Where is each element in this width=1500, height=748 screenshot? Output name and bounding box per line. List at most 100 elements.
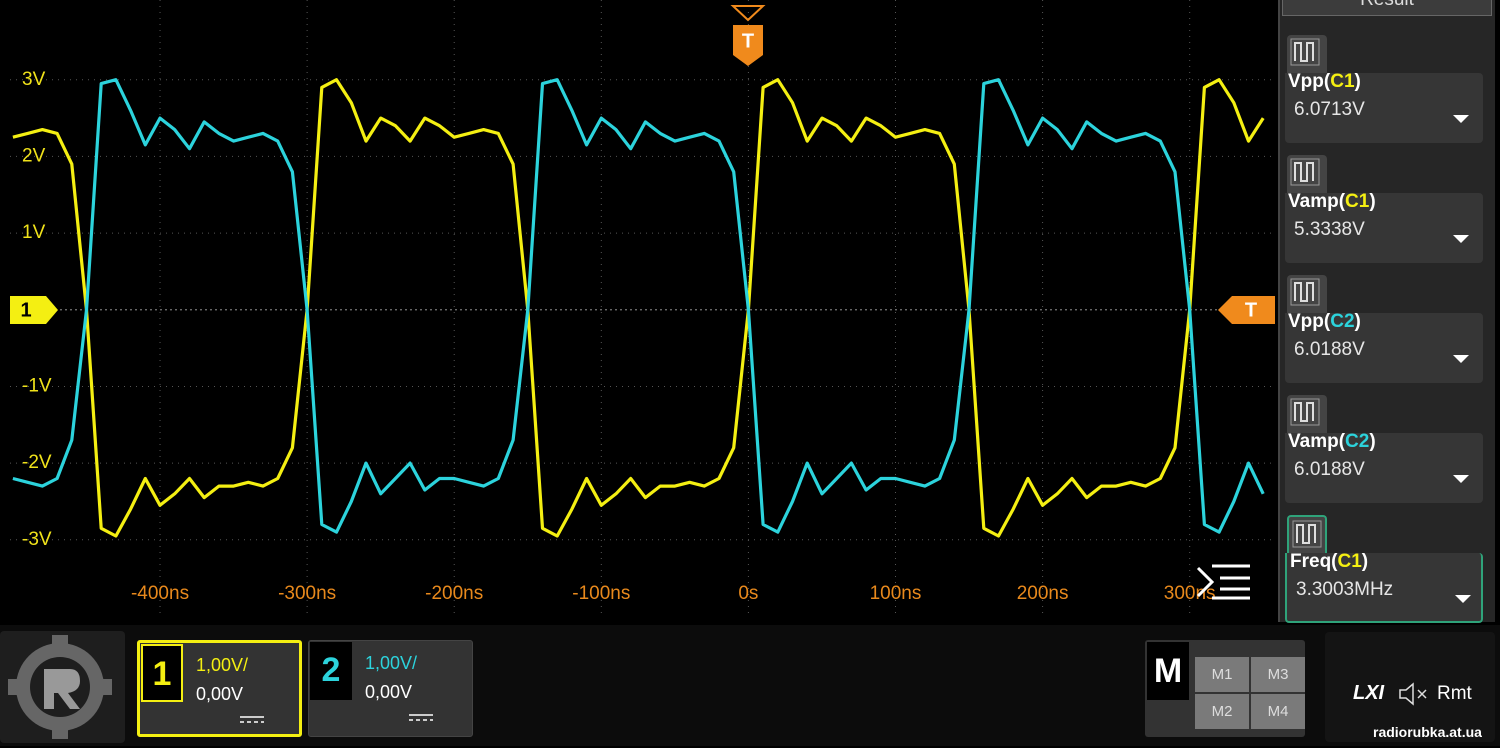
waveform-display: 3V 2V 1V -1V -2V -3V -400ns -300ns -200ns -100ns 0… [10,0,1275,618]
measurement-panel: Result Vpp(C1)6.0713VVamp(C1)5.3338VVpp(… [1278,0,1495,623]
mute-icon [1399,682,1427,706]
trigger-label: T [742,30,754,52]
channel-offset: 0,00V [365,682,413,702]
y-tick-label: -1V [22,375,52,396]
remote-status: Rmt [1437,683,1472,704]
measurement-label: Vamp(C2) [1288,431,1376,453]
y-tick-label: -2V [22,452,52,473]
dropdown-arrow[interactable] [1451,233,1471,245]
coupling-shape [240,716,264,723]
channel-marker[interactable] [10,296,58,324]
math-slot[interactable]: M3 [1251,657,1305,692]
x-tick-label: -100ns [572,583,630,604]
y-tick-label: 2V [22,145,46,166]
arrow-shape [1453,115,1469,123]
measurement-box[interactable]: Vpp(C1) 6.0713V [1285,71,1483,143]
math-slot[interactable]: M1 [1195,657,1249,692]
measurement-name: Vamp( [1288,191,1346,212]
watermark: radiorubka.at.ua [1373,724,1482,740]
measurement-box[interactable]: Freq(C1) 3.3003MHz [1285,551,1483,623]
channel-scale: 1,00V/ [365,653,418,673]
waveform [12,78,1265,538]
measurement-channel: C1 [1345,191,1370,212]
measurement-name: Freq( [1290,551,1338,572]
status-box: LXI Rmt [1325,632,1495,742]
channel-box[interactable]: 1 1,00V/0,00V [137,640,302,737]
math-label: M [1147,642,1189,700]
x-tick-label: -400ns [131,583,189,604]
pulse-icon [1292,520,1322,548]
y-tick-label: 1V [22,222,46,243]
channel-number: 1 [141,644,183,702]
measurement-close: ) [1354,311,1361,332]
measurement-icon-tab[interactable] [1287,155,1327,193]
measurement-label: Vamp(C1) [1288,191,1376,213]
math-slot[interactable]: M4 [1251,694,1305,729]
pulse-icon [1290,398,1320,426]
menu-icon[interactable] [1196,564,1250,600]
measurement-name: Vpp( [1288,71,1331,92]
pulse-icon [1290,38,1320,66]
measurement-close: ) [1361,551,1369,572]
trigger-position-marker[interactable] [733,25,763,66]
x-tick-label: 0s [738,583,758,604]
logo-box[interactable] [0,631,125,743]
measurement-name: Vamp( [1288,431,1346,452]
x-tick-label: 100ns [870,583,922,604]
measurement-value: 5.3338V [1294,219,1365,240]
y-tick-label: -3V [22,529,52,550]
result-button[interactable]: Result [1282,0,1492,16]
coupling-icon [240,716,264,723]
measurement-label: Freq(C1) [1290,551,1368,573]
pulse-icon [1290,158,1320,186]
measurement-channel: C1 [1337,551,1362,572]
arrow-shape [1455,595,1471,603]
pulse-icon [1290,278,1320,306]
channel-marker-label: 1 [20,299,31,321]
x-tick-label: 300ns [1164,583,1216,604]
measurement-icon-tab[interactable] [1287,35,1327,73]
measurement-value: 3.3003MHz [1296,579,1394,600]
trigger-level-marker[interactable] [1218,296,1275,324]
measurement-channel: C2 [1330,311,1355,332]
measurement-value: 6.0188V [1294,339,1365,360]
bottom-bar: 1 1,00V/0,00V 2 1,00V/0,00V M M1 M3 M2 M4 LXI … [0,625,1500,746]
coupling-icon [409,714,433,721]
measurement-value: 6.0188V [1294,459,1365,480]
measurement-label: Vpp(C1) [1288,71,1361,93]
dropdown-arrow[interactable] [1453,593,1473,605]
dropdown-arrow[interactable] [1451,353,1471,365]
measurement-icon-tab[interactable] [1287,275,1327,313]
channel-scale: 1,00V/ [196,655,249,675]
measurement-label: Vpp(C2) [1288,311,1361,333]
arrow-shape [1453,355,1469,363]
channel-offset: 0,00V [196,684,244,704]
logo [8,635,112,739]
measurement-close: ) [1354,71,1361,92]
math-slot[interactable]: M2 [1195,694,1249,729]
arrow-shape [1453,235,1469,243]
measurement-box[interactable]: Vamp(C1) 5.3338V [1285,191,1483,263]
x-tick-label: -200ns [425,583,483,604]
measurement-channel: C1 [1330,71,1355,92]
measurement-close: ) [1369,431,1376,452]
x-tick-label: -300ns [278,583,336,604]
measurement-icon-tab[interactable] [1287,515,1327,553]
math-box[interactable]: M M1 M3 M2 M4 [1145,640,1305,737]
measurement-icon-tab[interactable] [1287,395,1327,433]
dropdown-arrow[interactable] [1451,473,1471,485]
channel-box[interactable]: 2 1,00V/0,00V [308,640,473,737]
measurement-close: ) [1369,191,1376,212]
x-tick-label: 200ns [1017,583,1069,604]
y-tick-label: 3V [22,69,46,90]
measurement-box[interactable]: Vamp(C2) 6.0188V [1285,431,1483,503]
measurement-box[interactable]: Vpp(C2) 6.0188V [1285,311,1483,383]
channel-number: 2 [310,642,352,700]
coupling-shape [409,714,433,721]
dropdown-arrow[interactable] [1451,113,1471,125]
trigger-level-label: T [1245,299,1257,321]
measurement-value: 6.0713V [1294,99,1365,120]
lxi-status: LXI [1353,682,1385,704]
waveform [12,78,1265,534]
